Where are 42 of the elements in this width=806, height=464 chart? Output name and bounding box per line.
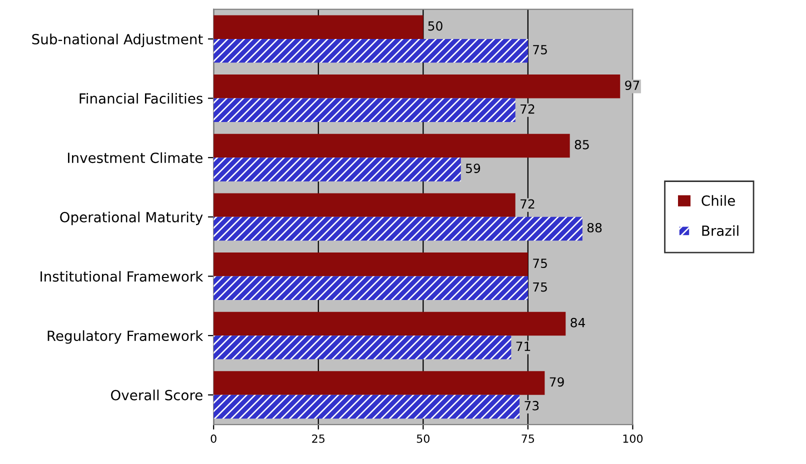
legend-label: Brazil	[702, 225, 738, 236]
data-label: 75	[533, 45, 547, 54]
x-tick-label: 0	[210, 434, 216, 443]
legend-label: Chile	[702, 195, 735, 206]
data-label: 71	[516, 342, 530, 351]
bar	[214, 98, 516, 122]
y-tick-label: Financial Facilities	[80, 92, 202, 104]
x-tick-label: 25	[312, 434, 324, 443]
bar	[214, 252, 528, 276]
bar	[214, 336, 512, 360]
bar	[214, 371, 545, 395]
x-tick-label: 75	[522, 434, 534, 443]
data-label: 97	[625, 80, 640, 90]
bar	[214, 74, 620, 98]
data-label: 85	[574, 140, 589, 150]
y-tick-label: Investment Climate	[68, 152, 202, 164]
bar	[214, 38, 528, 63]
data-label: 75	[533, 282, 547, 292]
bar	[214, 158, 461, 182]
data-label: 75	[533, 258, 547, 268]
data-label: 50	[428, 21, 442, 31]
y-tick-label: Regulatory Framework	[48, 330, 204, 344]
data-label: 84	[570, 318, 586, 328]
y-tick-label: Overall Score	[111, 390, 202, 400]
data-label: 88	[587, 222, 602, 232]
bar	[214, 134, 570, 158]
data-label: 73	[524, 400, 539, 410]
x-tick-label: 100	[623, 434, 643, 443]
bar	[214, 276, 528, 300]
data-label: 59	[466, 164, 480, 174]
bar	[214, 216, 582, 241]
data-label: 72	[520, 199, 534, 209]
bar	[214, 394, 520, 419]
bar	[214, 312, 566, 336]
data-label: 72	[520, 104, 534, 114]
y-tick-label: Sub-national Adjustment	[32, 34, 203, 48]
bar	[214, 193, 516, 217]
bar	[214, 15, 424, 39]
y-tick-label: Operational Maturity	[60, 212, 203, 226]
y-tick-label: Institutional Framework	[40, 270, 204, 282]
x-tick-label: 50	[416, 434, 430, 443]
data-label: 79	[550, 377, 564, 387]
